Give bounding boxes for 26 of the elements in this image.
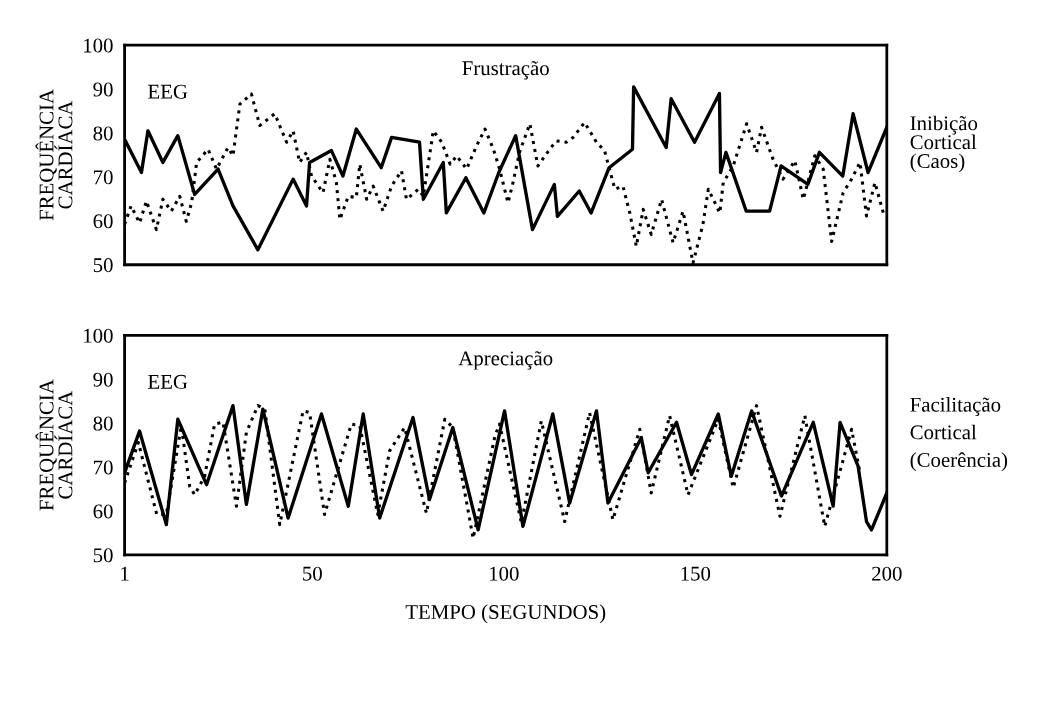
x-tick-label: 150 [681, 566, 711, 581]
x-axis-title: TEMPO (SEGUNDOS) [405, 604, 606, 624]
y-axis-title: FREQUÊNCIA CARDÍACA [35, 379, 73, 511]
y-tick-label: 60 [93, 504, 113, 519]
y-tick-label: 100 [84, 38, 113, 53]
text: Facilitação Cortical (Coerência) [910, 397, 1008, 472]
y-tick-label: 100 [84, 328, 113, 343]
x-tick-label: 200 [872, 566, 902, 581]
y-tick-label: 90 [93, 372, 113, 387]
y-axis-title: FREQUÊNCIA CARDÍACA [35, 89, 73, 221]
y-tick-label: 50 [93, 548, 113, 563]
text: Inibição Cortical (Caos) [910, 115, 978, 173]
y-tick-label: 80 [93, 126, 113, 141]
y-tick-label: 80 [93, 416, 113, 431]
y-tick-label: 90 [93, 82, 113, 97]
y-tick-label: 50 [93, 258, 113, 273]
x-tick-label: 50 [303, 566, 322, 581]
y-tick-label: 60 [93, 214, 113, 229]
text: Apreciação [458, 351, 553, 370]
text: Frustração [462, 60, 549, 80]
x-tick-label: 100 [489, 566, 519, 581]
annotation: EEG [148, 374, 188, 389]
x-tick-label: 1 [121, 566, 129, 581]
y-tick-label: 70 [94, 170, 113, 185]
y-tick-label: 70 [94, 460, 113, 475]
annotation: EEG [148, 84, 188, 99]
